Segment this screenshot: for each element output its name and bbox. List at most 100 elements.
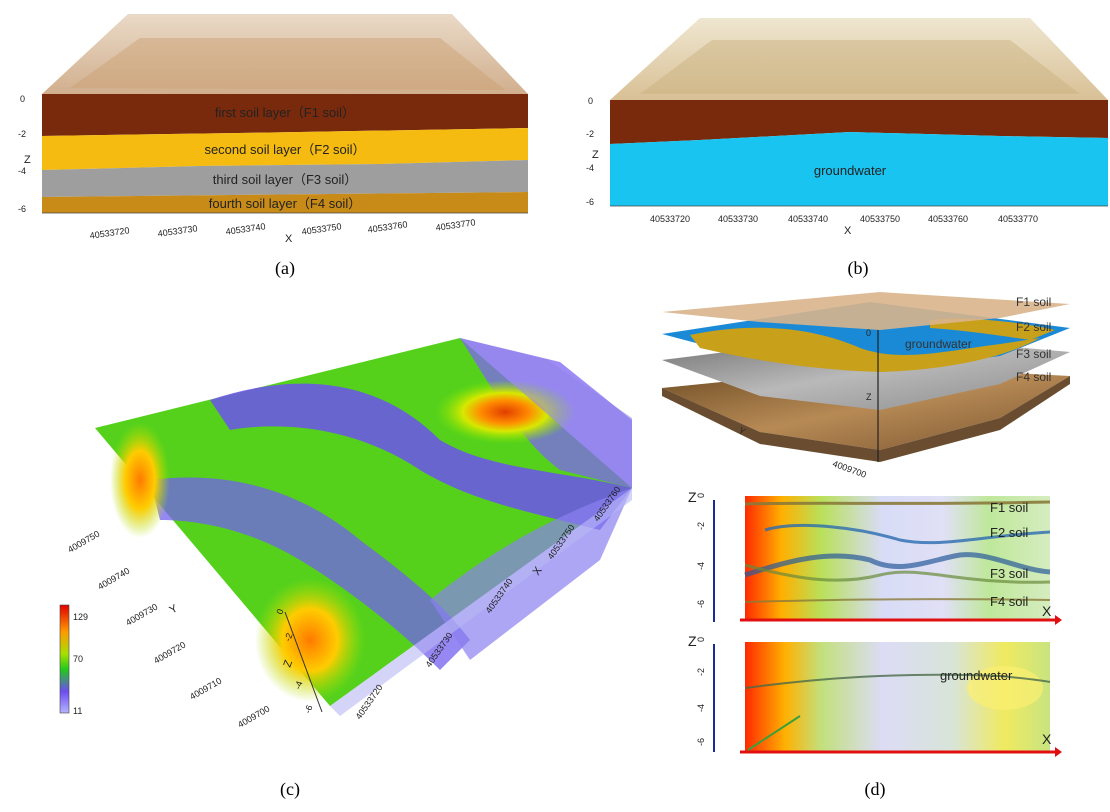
panel-a-label-f2: second soil layer（F2 soil） (204, 142, 365, 157)
panel-a-x-title: X (285, 233, 293, 245)
panel-d-bot-tick-0: 0 (696, 637, 706, 642)
panel-d-bot-gw-line (744, 673, 1051, 689)
panel-b-z-tick-1: -2 (586, 129, 594, 139)
panel-c-z-axis (284, 611, 323, 713)
panel-d-bot-x-arrow (1055, 747, 1062, 757)
panel-b-caption: (b) (848, 258, 869, 279)
panel-c-colorbar (59, 604, 70, 714)
panel-b-z-tick-3: -6 (586, 197, 594, 207)
panel-a-layer-f2 (42, 128, 528, 170)
panel-c-caption: (c) (280, 779, 300, 800)
panel-d-top-y-title: Y (737, 425, 747, 437)
panel-d-top: 0 Z 4009700 Y F1 soil F2 soil groundwate… (662, 292, 1070, 480)
panel-d-mid-tick-1: -2 (696, 522, 706, 530)
panel-d-mid-f2-line (764, 523, 1051, 545)
panel-d-top-label-gw: groundwater (905, 337, 972, 351)
panel-c-colorbar-max: 129 (73, 612, 88, 622)
panel-d-top-z-title: Z (866, 392, 872, 402)
panel-b-groundwater-label: groundwater (814, 163, 887, 178)
panel-d-mid-f3-line (744, 552, 1051, 578)
panel-d-bot-diag (747, 715, 801, 751)
panel-b-groundwater (610, 132, 1108, 206)
panel-a-layer-f1 (42, 94, 528, 136)
panel-c-y-tick-4: 4009710 (188, 676, 223, 702)
panel-c-y-tick-2: 4009730 (124, 602, 159, 628)
panel-c-y-tick-0: 4009750 (66, 529, 101, 555)
panel-b-z-title: Z (592, 149, 599, 161)
panel-c-hotspot-front (255, 578, 365, 702)
panel-a-label-f3: third soil layer（F3 soil） (213, 172, 358, 187)
panel-c-blue-band-1 (210, 383, 632, 530)
panel-d-f2-yellow-2 (930, 318, 1055, 340)
panel-c-y-tick-1: 4009740 (96, 566, 131, 592)
panel-a: first soil layer（F1 soil） second soil la… (18, 14, 528, 279)
panel-d-mid-f3b-line (744, 563, 1051, 584)
panel-c-front-face (330, 488, 632, 716)
panel-c-y-title: Y (168, 602, 181, 616)
panel-d-mid-f1-line (744, 500, 1051, 506)
panel-d-mid-tick-2: -4 (696, 562, 706, 570)
panel-a-x-tick-0: 40533720 (89, 225, 130, 240)
panel-a-x-tick-1: 40533730 (157, 223, 198, 238)
panel-c-colorbar-min: 11 (73, 706, 82, 716)
panel-d-bot-tick-2: -4 (696, 704, 706, 712)
panel-d-top-tick-y: 4009700 (831, 458, 867, 479)
panel-a-x-tick-5: 40533770 (435, 217, 476, 232)
panel-a-label-f4: fourth soil layer（F4 soil） (209, 196, 361, 211)
panel-b-z-tick-2: -4 (586, 163, 594, 173)
panel-d-mid-z-title: Z (688, 489, 697, 505)
panel-c: 0 -2 Z -4 -6 4009750 4009740 4009730 Y 4… (59, 338, 632, 800)
panel-c-y-tick-3: 4009720 (152, 640, 187, 666)
panel-b-x-tick-5: 40533770 (998, 214, 1038, 224)
panel-c-z-tick-1: -2 (282, 632, 294, 643)
panel-d-mid-tick-0: 0 (696, 493, 706, 498)
panel-d-bot-tick-1: -2 (696, 668, 706, 676)
panel-b-top-surface (610, 18, 1108, 100)
panel-a-layer-f4 (42, 192, 528, 213)
panel-d-f4-front (662, 376, 1070, 462)
panel-c-blue-band-2 (150, 477, 470, 670)
panel-d-mid-label-f2: F2 soil (990, 525, 1028, 540)
panel-d-top-label-f4: F4 soil (1016, 370, 1051, 384)
panel-d-middle: Z X 0 -2 -4 -6 F1 soil F2 soil F3 soil F… (688, 489, 1062, 625)
panel-d-bot-x-title: X (1042, 731, 1052, 747)
panel-b-x-tick-3: 40533750 (860, 214, 900, 224)
panel-a-z-tick-1: -2 (18, 129, 26, 139)
panel-a-z-tick-3: -6 (18, 204, 26, 214)
panel-b-x-tick-4: 40533760 (928, 214, 968, 224)
panel-d-bot-label-gw: groundwater (940, 668, 1013, 683)
panel-d-mid-x-arrow (1055, 615, 1062, 625)
panel-a-top-inner (70, 38, 505, 90)
panel-d-f2-yellow (690, 327, 1040, 372)
panel-a-x-tick-2: 40533740 (225, 221, 266, 236)
panel-b-x-title: X (844, 225, 852, 237)
panel-b-layer-f1 (610, 100, 1108, 144)
panel-a-top-surface (42, 14, 528, 94)
panel-c-z-tick-2: -4 (292, 680, 304, 691)
panel-a-z-tick-2: -4 (18, 166, 26, 176)
panel-d-mid-tick-3: -6 (696, 600, 706, 608)
panel-d-bot-tick-3: -6 (696, 738, 706, 746)
panel-c-colorbar-mid: 70 (73, 654, 83, 664)
panel-a-caption: (a) (275, 258, 295, 279)
panel-d-f1-surface (662, 292, 1070, 330)
panel-d-bot-yellow-spot (967, 666, 1043, 710)
panel-c-z-tick-3: -6 (302, 704, 314, 715)
panel-b-x-tick-0: 40533720 (650, 214, 690, 224)
panel-b-top-inner (640, 40, 1080, 94)
panel-a-layer-f3 (42, 160, 528, 197)
panel-c-z-tick-0: 0 (274, 608, 285, 616)
panel-b: groundwater Z 0 -2 -4 -6 40533720 405337… (586, 18, 1108, 279)
panel-a-x-tick-3: 40533750 (301, 221, 342, 236)
panel-d-mid-f4-line (744, 598, 1051, 603)
panel-b-x-tick-1: 40533730 (718, 214, 758, 224)
panel-a-z-tick-0: 0 (20, 94, 25, 104)
panel-d-mid-label-f4: F4 soil (990, 594, 1028, 609)
panel-d-bot-z-title: Z (688, 633, 697, 649)
panel-d: 0 Z 4009700 Y F1 soil F2 soil groundwate… (662, 292, 1070, 800)
panel-d-top-label-f3: F3 soil (1016, 347, 1051, 361)
panel-c-right-face (460, 338, 632, 488)
panel-d-caption: (d) (865, 779, 886, 800)
panel-d-top-label-f1: F1 soil (1016, 295, 1051, 309)
